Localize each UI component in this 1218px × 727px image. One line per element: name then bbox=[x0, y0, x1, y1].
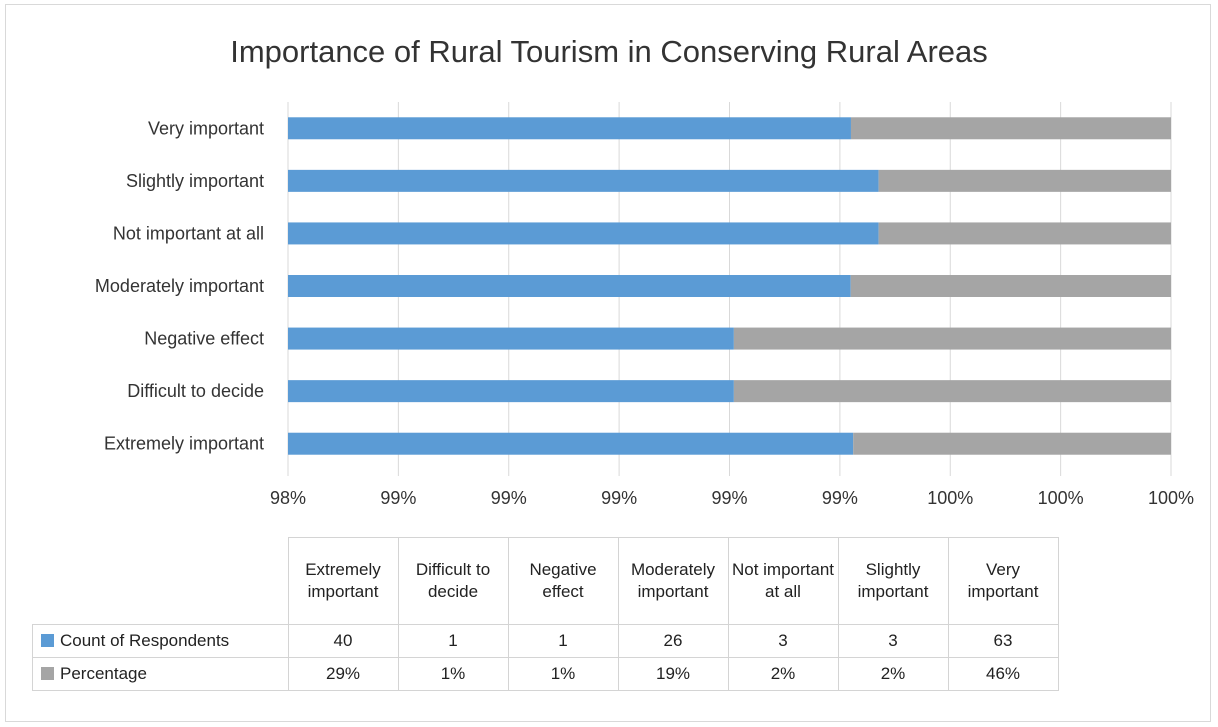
bar-percentage bbox=[878, 169, 1171, 192]
data-table-cell: 40 bbox=[287, 624, 399, 658]
data-table-cell: 1 bbox=[397, 624, 509, 658]
data-table-header: Negative effect bbox=[507, 537, 619, 625]
bar-count bbox=[288, 327, 734, 350]
bar-percentage bbox=[853, 432, 1171, 455]
bar-chart: Extremely important Difficult to decide Ne… bbox=[95, 102, 1194, 508]
category-label: Extremely important bbox=[104, 434, 264, 454]
data-table-cell: 1% bbox=[397, 657, 509, 691]
data-table-header: Difficult to decide bbox=[397, 537, 509, 625]
data-table-row-count: Count of Respondents 40 1 1 26 3 3 63 bbox=[32, 624, 1059, 658]
bar-count bbox=[288, 117, 851, 140]
data-table-cell: 63 bbox=[947, 624, 1059, 658]
data-table-cell: 3 bbox=[837, 624, 949, 658]
data-table: Extremely important Difficult to decide … bbox=[32, 537, 1059, 691]
x-tick-label: 99% bbox=[711, 488, 747, 508]
bar-count bbox=[288, 222, 879, 245]
chart-frame bbox=[5, 4, 1211, 722]
x-tick-label: 100% bbox=[927, 488, 973, 508]
bar-percentage bbox=[850, 117, 1171, 140]
bar-count bbox=[288, 432, 854, 455]
x-tick-label: 99% bbox=[601, 488, 637, 508]
chart-title: Importance of Rural Tourism in Conservin… bbox=[230, 34, 988, 69]
bars bbox=[288, 117, 1171, 455]
category-label: Moderately important bbox=[95, 276, 264, 296]
bar-percentage bbox=[733, 380, 1171, 403]
category-label: Negative effect bbox=[144, 329, 264, 349]
data-table-cell: 46% bbox=[947, 657, 1059, 691]
data-table-corner bbox=[32, 537, 289, 625]
bar-percentage bbox=[733, 327, 1171, 350]
data-table-cell: 19% bbox=[617, 657, 729, 691]
legend-swatch-percentage bbox=[41, 667, 54, 680]
data-table-header: Very important bbox=[947, 537, 1059, 625]
bar-count bbox=[288, 275, 851, 297]
bar-percentage bbox=[878, 222, 1171, 245]
data-table-row-percentage: Percentage 29% 1% 1% 19% 2% 2% 46% bbox=[32, 657, 1059, 691]
data-table-cell: 26 bbox=[617, 624, 729, 658]
bar-count bbox=[288, 169, 879, 192]
category-label: Very important bbox=[148, 118, 264, 138]
legend-entry-count: Count of Respondents bbox=[32, 624, 289, 658]
legend-label: Count of Respondents bbox=[60, 631, 230, 650]
x-tick-label: 99% bbox=[491, 488, 527, 508]
x-tick-label: 99% bbox=[380, 488, 416, 508]
x-tick-label: 98% bbox=[270, 488, 306, 508]
data-table-header: Not important at all bbox=[727, 537, 839, 625]
x-tick-label: 99% bbox=[822, 488, 858, 508]
category-labels: Extremely important Difficult to decide Ne… bbox=[95, 118, 264, 453]
category-label: Slightly important bbox=[126, 171, 264, 191]
data-table-cell: 2% bbox=[837, 657, 949, 691]
legend-entry-percentage: Percentage bbox=[32, 657, 289, 691]
data-table-header: Moderately important bbox=[617, 537, 729, 625]
x-axis-tick-labels: 98% 99% 99% 99% 99% 99% 100% 100% 100% bbox=[270, 488, 1194, 508]
data-table-header-row: Extremely important Difficult to decide … bbox=[32, 537, 1059, 625]
bar-percentage bbox=[850, 275, 1171, 297]
data-table-header: Slightly important bbox=[837, 537, 949, 625]
data-table-cell: 29% bbox=[287, 657, 399, 691]
data-table-cell: 2% bbox=[727, 657, 839, 691]
category-label: Not important at all bbox=[113, 223, 264, 243]
legend-label: Percentage bbox=[60, 664, 147, 683]
x-tick-label: 100% bbox=[1148, 488, 1194, 508]
data-table-cell: 1 bbox=[507, 624, 619, 658]
data-table-cell: 1% bbox=[507, 657, 619, 691]
data-table-header: Extremely important bbox=[287, 537, 399, 625]
data-table-cell: 3 bbox=[727, 624, 839, 658]
category-label: Difficult to decide bbox=[127, 381, 264, 401]
x-tick-label: 100% bbox=[1038, 488, 1084, 508]
legend-swatch-count bbox=[41, 634, 54, 647]
bar-count bbox=[288, 380, 734, 403]
